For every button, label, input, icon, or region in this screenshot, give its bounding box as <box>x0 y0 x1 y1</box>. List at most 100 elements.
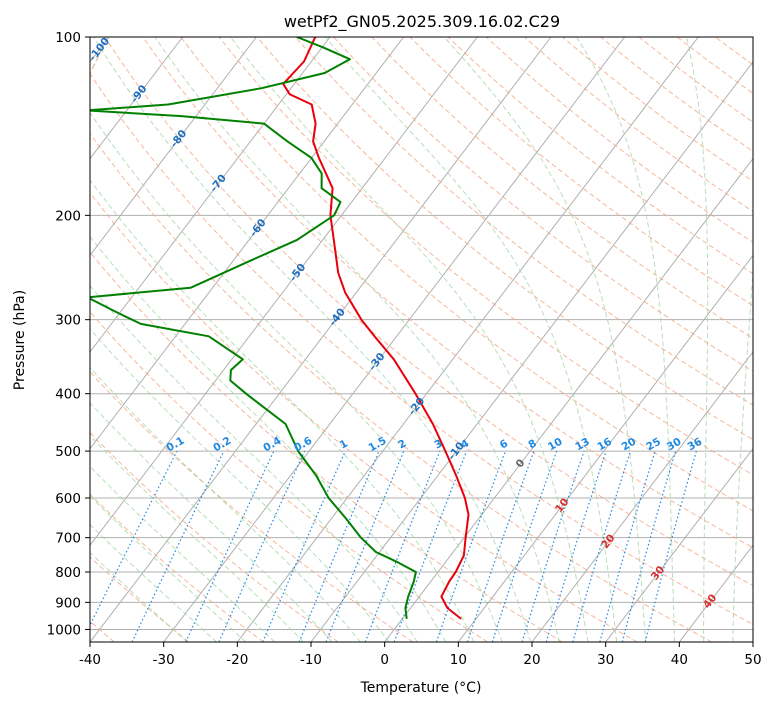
mixing-ratio-line <box>325 450 405 642</box>
y-tick-label: 1000 <box>47 622 81 638</box>
dry-adiabat-line <box>90 493 264 642</box>
mixing-ratio-line <box>364 450 441 642</box>
dry-adiabat-line <box>104 37 753 587</box>
moist-adiabat-line <box>576 37 676 642</box>
isotherm-gridlines <box>90 37 753 642</box>
mixing-ratio-line <box>621 450 677 642</box>
moist-adiabat-line <box>90 235 446 642</box>
x-axis-label: Temperature (°C) <box>360 680 482 696</box>
isotherm-label: 20 <box>599 532 617 551</box>
x-tick-label: -20 <box>226 652 248 668</box>
mixing-ratio-line <box>185 450 275 642</box>
dry-adiabat-line <box>371 37 753 339</box>
moist-adiabat-line <box>90 523 217 642</box>
x-axis-ticks: -40 -30 -20 -10 0 10 20 30 40 50 <box>79 642 762 668</box>
dry-adiabat-line <box>180 37 753 512</box>
x-tick-label: 20 <box>523 652 540 668</box>
dry-adiabat-line <box>90 191 638 642</box>
mixing-ratio-line <box>90 450 178 627</box>
temperature-profile <box>282 37 470 620</box>
y-tick-label: 500 <box>55 444 81 460</box>
dry-adiabat-line <box>638 37 753 123</box>
moist-adiabat-line <box>90 465 275 642</box>
x-tick-label: -40 <box>79 652 101 668</box>
isotherm-line <box>531 351 753 642</box>
mixing-ratio-label: 2 <box>396 437 408 451</box>
isotherm-line <box>90 37 405 450</box>
moist-adiabat-line <box>90 434 304 642</box>
isotherm-line <box>457 254 753 642</box>
dry-adiabat-line <box>485 37 753 243</box>
isotherm-label: 10 <box>553 496 571 515</box>
isotherm-line <box>236 37 699 642</box>
isotherm-line <box>90 37 184 160</box>
x-tick-label: -10 <box>300 652 322 668</box>
moist-adiabat-line <box>443 37 647 642</box>
moist-adiabat-line <box>732 263 753 642</box>
x-tick-label: 40 <box>671 652 688 668</box>
dry-adiabat-line <box>295 37 753 406</box>
y-tick-label: 900 <box>55 595 81 611</box>
isotherm-line <box>90 37 552 642</box>
y-tick-label: 700 <box>55 531 81 547</box>
y-tick-label: 800 <box>55 565 81 581</box>
moist-adiabat-line <box>325 37 618 642</box>
moist-adiabat-line <box>90 328 390 642</box>
moist-adiabat-line <box>90 111 503 642</box>
chart-title: wetPf2_GN05.2025.309.16.02.C29 <box>284 12 560 32</box>
mixing-ratio-line <box>435 450 507 642</box>
dry-adiabat-line <box>753 37 775 642</box>
mixing-ratio-line <box>298 450 380 642</box>
isotherm-label: 0 <box>514 457 528 470</box>
moist-adiabat-line <box>230 37 589 642</box>
isotherm-line <box>678 544 753 642</box>
mixing-ratio-line <box>491 450 558 642</box>
isotherm-label: 30 <box>649 564 667 583</box>
y-tick-label: 400 <box>55 387 81 403</box>
isotherm-line <box>605 447 753 642</box>
x-tick-label: 30 <box>597 652 614 668</box>
isotherm-label: -20 <box>406 395 427 417</box>
moist-adiabat-line <box>90 179 475 642</box>
dry-adiabat-line <box>90 431 339 642</box>
dewpoint-profile <box>90 37 417 620</box>
isotherm-line <box>90 37 257 257</box>
mixing-ratio-line <box>644 450 697 642</box>
mixing-ratio-line <box>521 450 585 642</box>
moist-adiabat-line <box>93 37 532 642</box>
dry-adiabat-line <box>90 556 190 642</box>
dry-adiabat-line <box>90 311 488 642</box>
isotherm-line <box>163 37 626 642</box>
moist-adiabats <box>90 37 753 642</box>
x-tick-label: 50 <box>744 652 761 668</box>
mixing-ratio-line <box>572 450 631 642</box>
moist-adiabat-line <box>154 37 560 642</box>
isotherm-line <box>90 37 478 547</box>
dry-adiabat-line <box>90 132 712 642</box>
mixing-ratio-line <box>393 450 468 642</box>
sounding-series <box>90 37 470 620</box>
mixing-ratio-line <box>218 450 306 642</box>
isobar-gridlines <box>90 37 753 630</box>
moist-adiabat-line <box>90 402 333 642</box>
y-tick-label: 300 <box>55 313 81 329</box>
y-axis-label: Pressure (hPa) <box>12 290 28 390</box>
mixing-ratio-line <box>131 450 225 642</box>
dry-adiabat-line <box>90 371 414 642</box>
moist-adiabat-line <box>90 366 361 642</box>
plot-area: 0.1 0.2 0.4 0.6 1 1.5 2 3 4 6 8 10 13 16 20 25 30 36-100-… <box>90 37 775 642</box>
dry-adiabats <box>90 37 775 642</box>
y-tick-label: 100 <box>55 30 81 46</box>
isotherm-label: -90 <box>129 83 150 105</box>
moist-adiabat-line <box>90 284 418 642</box>
dry-adiabat-line <box>714 37 753 66</box>
plot-frame <box>89 36 754 643</box>
isotherm-line <box>310 61 753 642</box>
mixing-ratio-line <box>599 450 656 642</box>
isotherm-label: -40 <box>327 306 348 328</box>
y-tick-label: 200 <box>55 208 81 224</box>
mixing-ratio-lines <box>90 450 697 642</box>
dry-adiabat-line <box>333 37 753 372</box>
dry-adiabat-line <box>90 251 563 642</box>
